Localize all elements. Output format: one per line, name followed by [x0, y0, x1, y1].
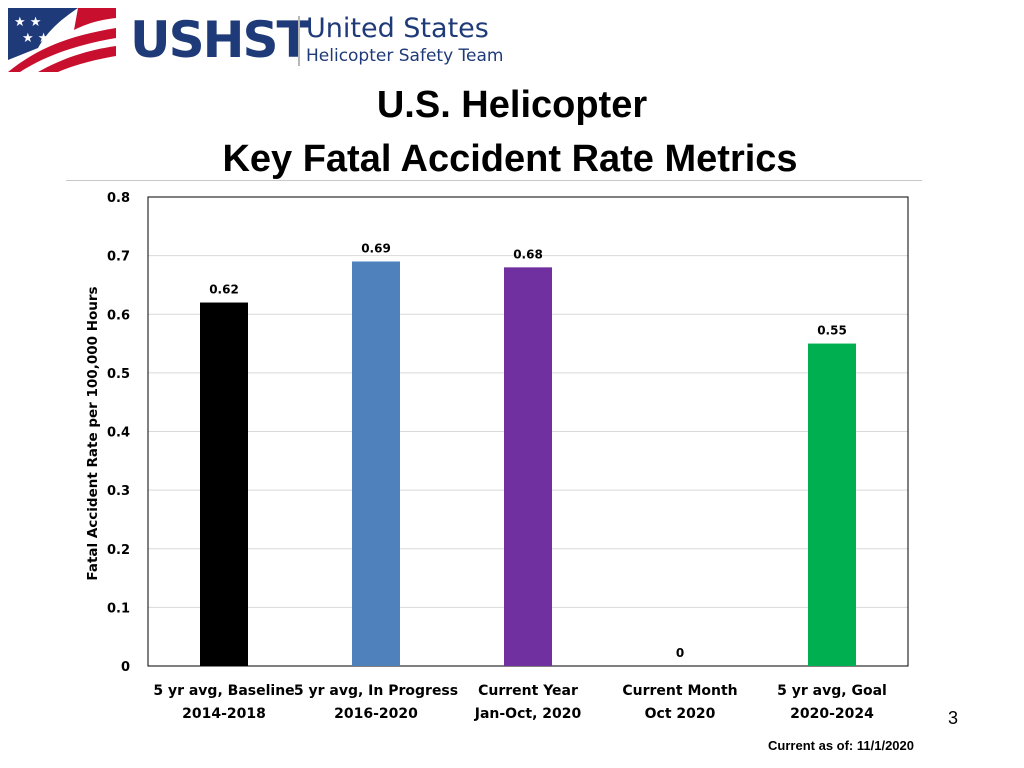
us-flag-logo-icon: ★ ★ ★ ★	[8, 8, 116, 72]
logo-abbreviation: USHST	[130, 11, 311, 69]
data-label: 0	[676, 646, 684, 660]
category-label: Oct 2020	[645, 706, 716, 722]
data-label: 0.55	[817, 324, 847, 338]
bar	[200, 302, 248, 666]
y-tick-label: 0.8	[107, 191, 130, 206]
category-label: 5 yr avg, Goal	[777, 683, 887, 699]
y-tick-label: 0.5	[107, 367, 130, 382]
title-divider	[66, 180, 922, 181]
category-label: Current Year	[478, 683, 578, 699]
svg-text:★ ★: ★ ★	[22, 31, 49, 46]
category-label: 5 yr avg, Baseline	[153, 683, 294, 699]
y-tick-label: 0.7	[107, 250, 130, 265]
category-label: Current Month	[622, 683, 737, 699]
y-tick-label: 0.2	[107, 543, 130, 558]
y-axis-ticks: 0 0.1 0.2 0.3 0.4 0.5 0.6 0.7 0.8	[107, 191, 130, 675]
logo-name-line1: United States	[306, 13, 489, 44]
bar	[808, 343, 856, 666]
y-tick-label: 0.3	[107, 484, 130, 499]
data-label: 0.69	[361, 241, 391, 255]
ushst-logo: ★ ★ ★ ★ USHST United States Helicopter S…	[8, 8, 508, 72]
category-labels: 5 yr avg, Baseline 2014-2018 5 yr avg, In …	[153, 683, 886, 722]
y-tick-label: 0	[121, 660, 130, 675]
bar	[504, 267, 552, 666]
svg-text:★ ★: ★ ★	[14, 15, 41, 30]
data-labels: 0.62 0.69 0.68 0 0.55	[209, 241, 847, 660]
data-label: 0.62	[209, 283, 239, 297]
category-label: 2020-2024	[790, 706, 874, 722]
category-label: 5 yr avg, In Progress	[294, 683, 458, 699]
bar	[352, 261, 400, 666]
category-label: 2014-2018	[182, 706, 266, 722]
bars	[200, 261, 856, 666]
current-as-of-footer: Current as of: 11/1/2020	[768, 738, 914, 753]
y-tick-label: 0.4	[107, 426, 130, 441]
logo-name-line2: Helicopter Safety Team	[306, 46, 504, 66]
page-number: 3	[948, 708, 959, 728]
logo-divider	[298, 16, 300, 66]
y-axis-label: Fatal Accident Rate per 100,000 Hours	[85, 286, 101, 580]
slide-title-line2: Key Fatal Accident Rate Metrics	[222, 138, 798, 180]
category-label: 2016-2020	[334, 706, 418, 722]
category-label: Jan-Oct, 2020	[474, 706, 582, 722]
y-tick-label: 0.6	[107, 308, 130, 323]
y-tick-label: 0.1	[107, 601, 130, 616]
data-label: 0.68	[513, 247, 543, 261]
slide-title-line1: U.S. Helicopter	[376, 84, 648, 126]
